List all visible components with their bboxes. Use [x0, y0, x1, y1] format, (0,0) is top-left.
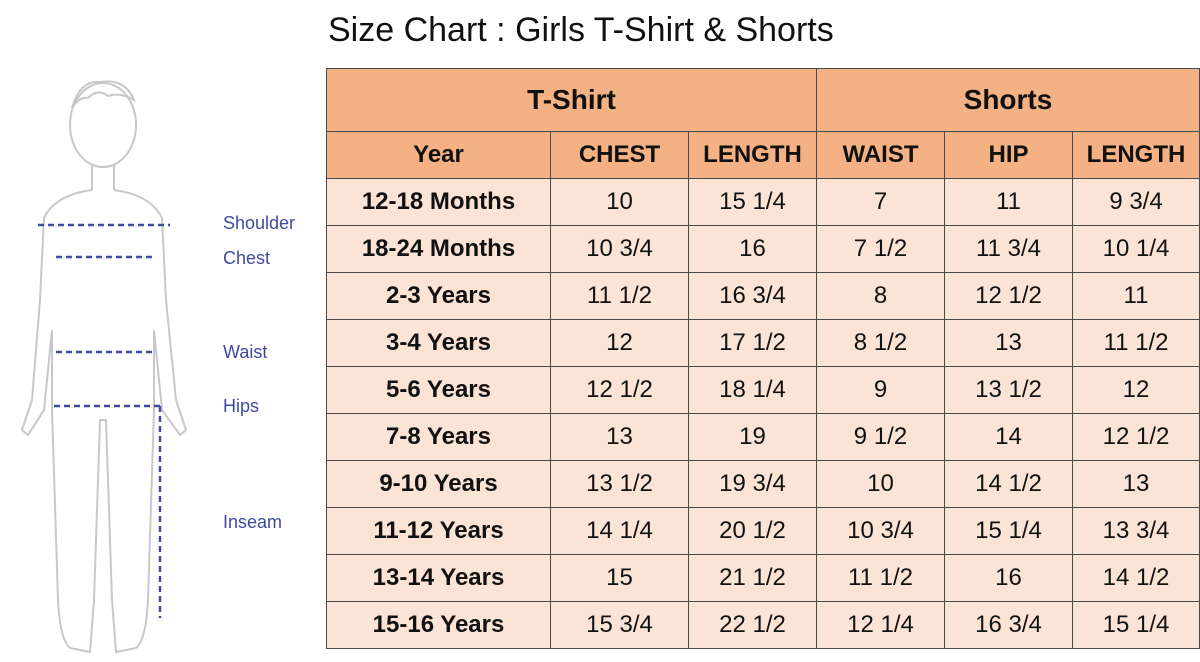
cell-chest: 13 1/2: [550, 460, 689, 508]
column-header-year: Year: [326, 131, 551, 179]
cell-waist: 8: [816, 272, 945, 320]
cell-shorts-length: 15 1/4: [1071, 601, 1200, 649]
table-row: 11-12 Years 14 1/4 20 1/2 10 3/4 15 1/4 13 3/…: [326, 507, 1200, 555]
table-row: 12-18 Months 10 15 1/4 7 11 9 3/4: [326, 178, 1200, 226]
cell-hip: 11: [944, 178, 1073, 226]
measure-label-waist: Waist: [223, 342, 268, 362]
cell-waist: 7 1/2: [816, 225, 945, 273]
cell-tshirt-length: 16 3/4: [688, 272, 817, 320]
group-header-shorts: Shorts: [815, 68, 1200, 132]
table-row: 3-4 Years 12 17 1/2 8 1/2 13 11 1/2: [326, 319, 1200, 367]
cell-hip: 13 1/2: [944, 366, 1073, 414]
cell-tshirt-length: 16: [688, 225, 817, 273]
cell-tshirt-length: 18 1/4: [688, 366, 817, 414]
cell-shorts-length: 12: [1071, 366, 1200, 414]
cell-shorts-length: 9 3/4: [1071, 178, 1200, 226]
measure-label-inseam: Inseam: [223, 512, 283, 532]
cell-year: 7-8 Years: [326, 413, 551, 461]
group-header-tshirt: T-Shirt: [326, 68, 817, 132]
cell-chest: 10 3/4: [550, 225, 689, 273]
table-row: 9-10 Years 13 1/2 19 3/4 10 14 1/2 13: [326, 460, 1200, 508]
cell-year: 15-16 Years: [326, 601, 551, 649]
cell-shorts-length: 12 1/2: [1071, 413, 1200, 461]
cell-hip: 11 3/4: [944, 225, 1073, 273]
cell-chest: 11 1/2: [550, 272, 689, 320]
cell-tshirt-length: 19: [688, 413, 817, 461]
cell-year: 18-24 Months: [326, 225, 551, 273]
table-row: 15-16 Years 15 3/4 22 1/2 12 1/4 16 3/4 15 1/…: [326, 601, 1200, 649]
cell-waist: 9 1/2: [816, 413, 945, 461]
cell-hip: 16 3/4: [944, 601, 1073, 649]
table-row: 2-3 Years 11 1/2 16 3/4 8 12 1/2 11: [326, 272, 1200, 320]
cell-tshirt-length: 22 1/2: [688, 601, 817, 649]
cell-shorts-length: 11 1/2: [1071, 319, 1200, 367]
cell-waist: 12 1/4: [816, 601, 945, 649]
measure-label-hips: Hips: [223, 396, 260, 416]
cell-shorts-length: 10 1/4: [1071, 225, 1200, 273]
cell-year: 3-4 Years: [326, 319, 551, 367]
cell-year: 2-3 Years: [326, 272, 551, 320]
table-row: 18-24 Months 10 3/4 16 7 1/2 11 3/4 10 1/4: [326, 225, 1200, 273]
cell-hip: 14: [944, 413, 1073, 461]
cell-year: 11-12 Years: [326, 507, 551, 555]
cell-chest: 15 3/4: [550, 601, 689, 649]
table-row: 5-6 Years 12 1/2 18 1/4 9 13 1/2 12: [326, 366, 1200, 414]
measure-label-chest: Chest: [223, 248, 271, 268]
cell-chest: 14 1/4: [550, 507, 689, 555]
table-row: 13-14 Years 15 21 1/2 11 1/2 16 14 1/2: [326, 554, 1200, 602]
cell-shorts-length: 14 1/2: [1071, 554, 1200, 602]
cell-chest: 12 1/2: [550, 366, 689, 414]
cell-tshirt-length: 19 3/4: [688, 460, 817, 508]
cell-shorts-length: 11: [1071, 272, 1200, 320]
column-header-chest: CHEST: [550, 131, 689, 179]
cell-shorts-length: 13: [1071, 460, 1200, 508]
cell-tshirt-length: 15 1/4: [688, 178, 817, 226]
cell-hip: 12 1/2: [944, 272, 1073, 320]
cell-chest: 15: [550, 554, 689, 602]
group-header-row: T-Shirt Shorts: [326, 68, 1200, 132]
table-row: 7-8 Years 13 19 9 1/2 14 12 1/2: [326, 413, 1200, 461]
size-chart-table: T-Shirt Shorts Year CHEST LENGTH WAIST H…: [326, 68, 1200, 649]
cell-hip: 13: [944, 319, 1073, 367]
column-header-hip: HIP: [944, 131, 1073, 179]
cell-waist: 8 1/2: [816, 319, 945, 367]
cell-tshirt-length: 21 1/2: [688, 554, 817, 602]
cell-year: 13-14 Years: [326, 554, 551, 602]
cell-chest: 10: [550, 178, 689, 226]
cell-hip: 14 1/2: [944, 460, 1073, 508]
cell-chest: 13: [550, 413, 689, 461]
cell-year: 5-6 Years: [326, 366, 551, 414]
cell-waist: 10 3/4: [816, 507, 945, 555]
chart-title: Size Chart : Girls T-Shirt & Shorts: [328, 11, 834, 49]
child-figure-illustration: [20, 80, 188, 654]
cell-hip: 16: [944, 554, 1073, 602]
cell-chest: 12: [550, 319, 689, 367]
column-header-shorts-length: LENGTH: [1071, 131, 1200, 179]
column-header-tshirt-length: LENGTH: [688, 131, 817, 179]
measure-label-shoulder: Shoulder: [223, 213, 296, 233]
cell-tshirt-length: 20 1/2: [688, 507, 817, 555]
cell-shorts-length: 13 3/4: [1071, 507, 1200, 555]
cell-tshirt-length: 17 1/2: [688, 319, 817, 367]
column-header-waist: WAIST: [816, 131, 945, 179]
cell-waist: 9: [816, 366, 945, 414]
cell-hip: 15 1/4: [944, 507, 1073, 555]
cell-waist: 10: [816, 460, 945, 508]
cell-year: 9-10 Years: [326, 460, 551, 508]
cell-year: 12-18 Months: [326, 178, 551, 226]
cell-waist: 11 1/2: [816, 554, 945, 602]
cell-waist: 7: [816, 178, 945, 226]
column-header-row: Year CHEST LENGTH WAIST HIP LENGTH: [326, 131, 1200, 179]
